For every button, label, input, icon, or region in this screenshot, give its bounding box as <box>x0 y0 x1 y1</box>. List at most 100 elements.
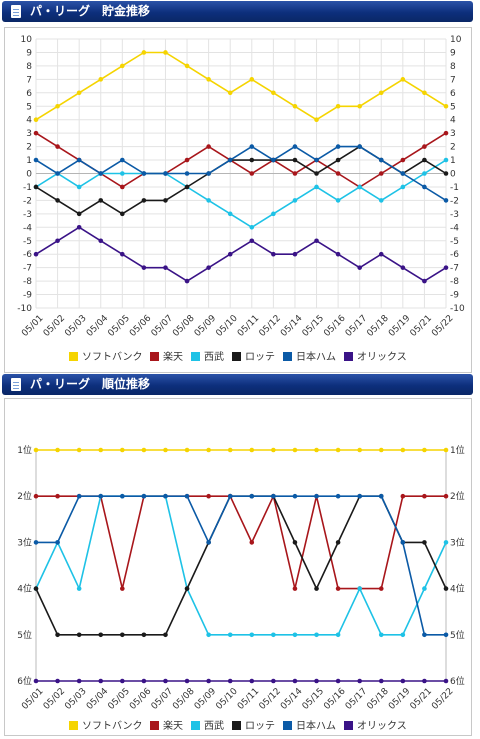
y-tick-label-left: -1 <box>23 183 32 193</box>
data-point <box>163 678 168 684</box>
data-point <box>422 540 427 545</box>
data-point <box>120 678 125 684</box>
legend-label: 西武 <box>204 350 224 363</box>
data-point <box>55 238 60 244</box>
y-tick-label-left: 0 <box>26 170 32 180</box>
data-point <box>33 678 39 684</box>
data-point <box>206 540 211 545</box>
y-tick-label-right: 5位 <box>450 629 465 641</box>
y-tick-label-right: 6 <box>450 89 456 99</box>
data-point <box>98 198 104 203</box>
x-tick-label: 05/16 <box>322 313 348 339</box>
x-tick-label: 05/17 <box>344 687 369 712</box>
legend-swatch <box>344 352 353 361</box>
data-point <box>141 50 147 55</box>
y-tick-label-left: -2 <box>23 196 32 206</box>
x-tick-label: 05/10 <box>214 313 240 339</box>
data-point <box>249 540 255 545</box>
data-point <box>292 198 298 203</box>
data-point <box>443 586 449 591</box>
y-tick-label-left: 5位 <box>17 629 32 641</box>
legend-label: ロッテ <box>245 352 275 363</box>
data-point <box>163 265 168 270</box>
y-tick-label-right: -4 <box>450 223 459 233</box>
y-tick-label-right: -9 <box>450 291 459 301</box>
data-point <box>335 447 341 453</box>
x-tick-label: 05/06 <box>128 686 154 712</box>
data-point <box>443 678 449 684</box>
data-point <box>422 278 427 284</box>
data-point <box>249 157 255 163</box>
data-point <box>314 238 319 244</box>
data-point <box>400 184 406 190</box>
data-point <box>120 493 125 499</box>
data-point <box>98 632 104 638</box>
data-point <box>443 493 449 499</box>
y-tick-label-right: 8 <box>450 62 456 72</box>
x-tick-label: 05/02 <box>42 314 67 339</box>
data-point <box>292 251 298 257</box>
panel-header-rank: パ・リーグ 順位推移 <box>2 374 473 395</box>
y-tick-label-right: 1位 <box>450 444 465 456</box>
legend-label: オリックス <box>357 720 407 732</box>
data-point <box>443 130 449 136</box>
legend-label: ロッテ <box>245 721 275 732</box>
data-point <box>314 184 319 190</box>
data-point <box>378 171 384 176</box>
data-point <box>120 632 125 638</box>
x-tick-label: 05/07 <box>150 687 175 712</box>
y-tick-label-right: 10 <box>450 35 462 45</box>
y-tick-label-left: 5 <box>26 102 32 112</box>
x-tick-label: 05/14 <box>279 686 305 712</box>
y-tick-label-right: 0 <box>450 170 456 180</box>
data-point <box>422 184 427 190</box>
data-point <box>227 251 233 257</box>
data-point <box>292 144 298 149</box>
data-point <box>400 447 406 453</box>
document-icon <box>11 378 21 391</box>
data-point <box>443 103 449 109</box>
x-tick-label: 05/01 <box>20 687 45 712</box>
data-point <box>314 632 319 638</box>
data-point <box>98 238 104 244</box>
y-tick-label-right: 9 <box>450 48 456 58</box>
data-point <box>271 678 276 684</box>
y-tick-label-right: 7 <box>450 75 456 85</box>
data-point <box>335 171 341 176</box>
data-point <box>98 447 104 453</box>
data-point <box>76 157 82 163</box>
data-point <box>98 678 104 684</box>
data-point <box>184 493 190 499</box>
data-point <box>163 447 168 453</box>
panel-title-savings: パ・リーグ 貯金推移 <box>30 4 151 18</box>
x-tick-label: 05/10 <box>214 686 240 712</box>
x-tick-label: 05/21 <box>409 687 434 712</box>
data-point <box>33 493 39 499</box>
y-tick-label-right: -5 <box>450 237 459 247</box>
data-point <box>292 493 298 499</box>
legend-swatch <box>283 352 292 361</box>
y-tick-label-right: 5 <box>450 102 456 112</box>
data-point <box>141 198 147 203</box>
x-tick-label: 05/06 <box>128 313 154 339</box>
data-point <box>120 63 125 69</box>
series-line-3 <box>35 495 447 636</box>
x-tick-label: 05/02 <box>42 687 67 712</box>
data-point <box>184 586 190 591</box>
data-point <box>206 171 211 176</box>
data-point <box>55 540 60 545</box>
data-point <box>443 171 449 176</box>
y-tick-label-right: -10 <box>450 304 465 314</box>
data-point <box>76 211 82 217</box>
legend-swatch <box>344 721 353 730</box>
x-tick-label: 05/19 <box>387 686 413 712</box>
y-tick-label-left: 2 <box>26 143 32 153</box>
y-tick-label-right: 2 <box>450 143 456 153</box>
data-point <box>227 211 233 217</box>
x-tick-label: 05/18 <box>365 686 391 712</box>
data-point <box>314 586 319 591</box>
legend-label: 楽天 <box>163 350 183 363</box>
y-tick-label-left: -9 <box>23 291 32 301</box>
data-point <box>443 157 449 163</box>
data-point <box>76 447 82 453</box>
